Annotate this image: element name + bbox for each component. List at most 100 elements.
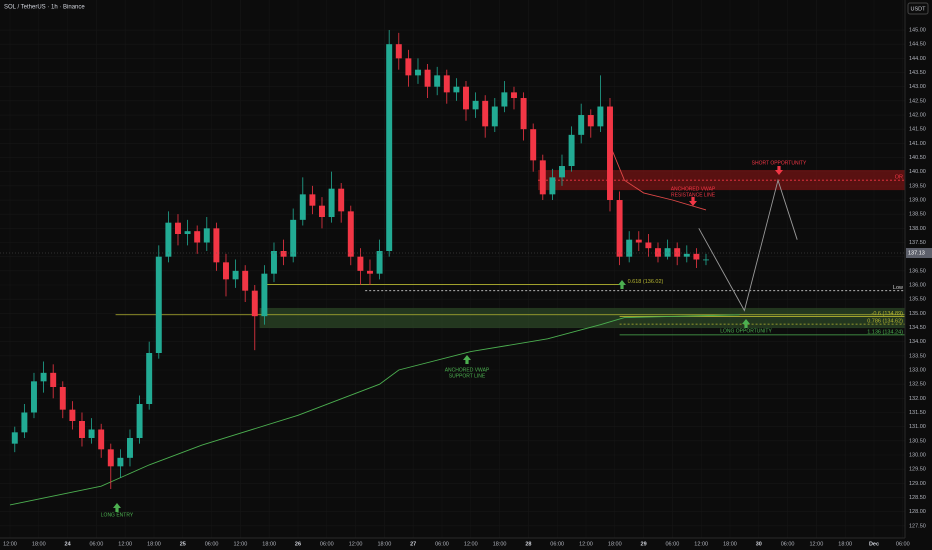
candle-body	[11, 432, 18, 444]
axes: 127.50 128.00 128.50 129.00 129.50 130.00 130.…	[3, 27, 932, 547]
currency[interactable]: USDT	[911, 6, 927, 12]
level-label: Low	[893, 285, 903, 291]
x-tick-label: 18:00	[262, 541, 276, 547]
candle-body	[194, 231, 201, 243]
candle-body	[146, 353, 153, 404]
x-tick-label: 18:00	[378, 541, 392, 547]
annotation: SHORT OPPORTUNITY	[752, 160, 807, 166]
candle-body	[424, 69, 431, 87]
y-tick-label: 133.00	[909, 367, 926, 373]
candle-body	[539, 160, 546, 195]
candle-body	[165, 222, 172, 257]
candle-body	[338, 188, 345, 212]
y-tick-label: 144.50	[909, 42, 926, 48]
y-tick-label: 130.50	[909, 438, 926, 444]
x-tick-label: 18:00	[493, 541, 507, 547]
level-label: -0.6 (134.89)	[872, 311, 904, 317]
x-tick-label: 12:00	[234, 541, 248, 547]
candle-body	[530, 129, 537, 161]
y-tick-label: 130.00	[909, 452, 926, 458]
x-tick-label: 12:00	[694, 541, 708, 547]
candle-body	[453, 86, 460, 93]
plot-area: 0.618 (136.02) Low -0.6 (134.89) 0.786 (134…	[0, 30, 905, 519]
annotation: LONG ENTRY	[101, 512, 134, 518]
annotation: SUPPORT LINE	[449, 373, 486, 379]
candle-body	[703, 259, 709, 261]
candle-body	[568, 134, 575, 167]
x-tick-label: 29	[641, 541, 647, 547]
line-series	[609, 144, 707, 211]
y-tick-label: 141.50	[909, 127, 926, 133]
line-series	[698, 178, 798, 312]
x-tick-label: 28	[525, 541, 531, 547]
candle-body	[367, 270, 373, 274]
candle-body	[40, 372, 47, 382]
y-tick-label: 138.50	[909, 212, 926, 218]
x-tick-label: 18:00	[608, 541, 622, 547]
level-label: 0.786 (134.62)	[867, 319, 903, 325]
x-tick-label: 18:00	[838, 541, 852, 547]
x-tick-label: 06:00	[320, 541, 334, 547]
y-tick-label: 134.50	[909, 325, 926, 331]
last-price-label: 137.13	[908, 250, 925, 256]
arrow-icon	[689, 197, 697, 206]
annotation: LONG OPPORTUNITY	[720, 328, 772, 334]
x-tick-label: 06:00	[90, 541, 104, 547]
y-tick-label: 127.50	[909, 523, 926, 529]
y-tick-label: 143.00	[909, 84, 926, 90]
y-tick-label: 131.50	[909, 410, 926, 416]
x-tick-label: 12:00	[579, 541, 593, 547]
x-tick-label: 06:00	[205, 541, 219, 547]
y-tick-label: 136.50	[909, 268, 926, 274]
x-tick-label: 06:00	[435, 541, 449, 547]
y-tick-label: 135.00	[909, 311, 926, 317]
candle-body	[290, 219, 297, 257]
candle-body	[405, 58, 412, 76]
y-tick-label: 139.00	[909, 197, 926, 203]
candle-body	[626, 239, 633, 257]
candle-body	[98, 429, 105, 450]
y-tick-label: 143.50	[909, 70, 926, 76]
x-tick-label: 06:00	[550, 541, 564, 547]
y-tick-label: 132.00	[909, 396, 926, 402]
candle-body	[645, 242, 652, 249]
candle-body	[184, 231, 191, 235]
candle-body	[693, 253, 700, 260]
y-tick-label: 129.00	[909, 481, 926, 487]
candle-body	[511, 92, 517, 99]
price-axis	[905, 0, 932, 550]
candle-body	[136, 403, 143, 438]
candle-body	[280, 251, 287, 257]
y-tick-label: 144.00	[909, 56, 926, 62]
candle-body	[597, 106, 604, 127]
currency-box[interactable]	[907, 2, 929, 15]
x-tick-label: 18:00	[32, 541, 46, 547]
annotation: RESISTANCE LINE	[671, 192, 716, 198]
candle-body	[69, 409, 76, 421]
candle-body	[664, 248, 671, 257]
candle-body	[232, 270, 239, 280]
x-tick-label: 25	[180, 541, 186, 547]
y-tick-label: 134.00	[909, 339, 926, 345]
y-tick-label: 135.50	[909, 297, 926, 303]
y-tick-label: 137.50	[909, 240, 926, 246]
x-tick-label: 06:00	[666, 541, 680, 547]
y-tick-label: 131.00	[909, 424, 926, 430]
y-tick-label: 140.50	[909, 155, 926, 161]
candle-body	[309, 194, 316, 206]
candle-body	[127, 437, 133, 458]
candle-body	[319, 205, 325, 218]
x-tick-label: 06:00	[781, 541, 795, 547]
candle-body	[607, 106, 613, 201]
candle-body	[616, 200, 623, 257]
arrow-icon	[742, 319, 750, 328]
candle-body	[472, 100, 479, 110]
zone	[259, 307, 905, 329]
y-tick-label: 128.50	[909, 495, 926, 501]
candle-body	[50, 372, 57, 387]
candle-body	[251, 290, 258, 317]
candle-body	[559, 166, 565, 178]
y-tick-label: 132.50	[909, 382, 926, 388]
x-tick-label: 06:00	[896, 541, 910, 547]
